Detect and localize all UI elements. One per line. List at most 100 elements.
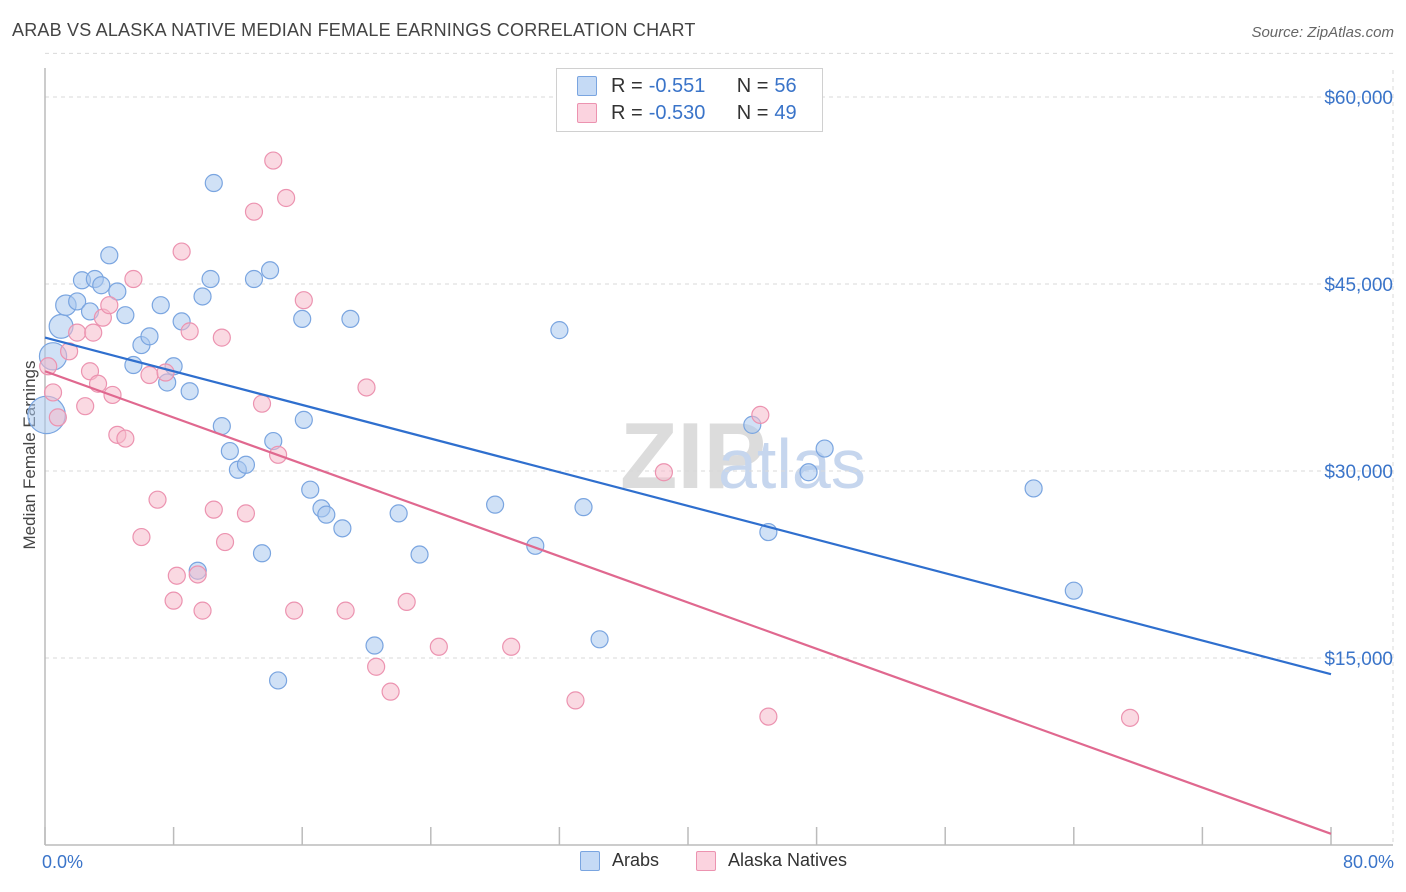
alaska-natives-swatch [577,103,597,123]
legend-row-alaska-natives: R = -0.530 N = 49 [577,100,797,126]
point-arabs [92,276,111,295]
point-alaska-natives [212,328,231,347]
point-alaska-natives [357,378,376,397]
point-alaska-natives [277,188,296,208]
point-arabs [301,480,320,499]
point-alaska-natives [759,707,778,726]
point-alaska-natives [132,527,151,547]
point-alaska-natives [294,291,313,310]
y-tick-label: $60,000 [1324,88,1393,109]
point-alaska-natives [381,682,400,701]
point-alaska-natives [39,357,58,376]
point-alaska-natives [252,394,272,413]
point-arabs [365,636,384,655]
y-tick-label: $45,000 [1324,275,1393,296]
point-alaska-natives [429,637,448,656]
point-alaska-natives [100,296,119,315]
point-arabs [204,173,223,193]
point-arabs [317,505,336,524]
y-tick-label: $30,000 [1324,462,1393,483]
x-tick-label-min: 0.0% [42,852,84,872]
point-alaska-natives [236,504,256,523]
point-arabs [1024,479,1043,498]
y-tick-label: $15,000 [1324,649,1393,670]
n-value: 56 [774,74,797,97]
r-value: -0.530 [648,101,706,124]
point-alaska-natives [164,591,183,610]
series-legend: Arabs Alaska Natives [0,850,1406,878]
n-value: 49 [774,101,797,124]
point-alaska-natives [367,657,386,676]
point-alaska-natives [140,365,159,385]
legend-label-arabs: Arabs [612,850,660,870]
point-alaska-natives [84,323,103,342]
point-alaska-natives [215,532,235,552]
point-arabs [244,269,264,289]
point-arabs [68,292,87,311]
legend-label-alaska-natives: Alaska Natives [728,850,848,870]
x-tick-label-max: 80.0% [1342,852,1394,872]
point-alaska-natives [244,202,264,221]
point-arabs [260,261,280,280]
point-arabs [389,504,408,523]
point-alaska-natives [43,383,63,402]
y-tick-labels: $15,000 $30,000 $45,000 $60,000 [1324,88,1393,670]
point-arabs [116,306,135,325]
point-alaska-natives [285,601,304,620]
point-alaska-natives [116,429,135,448]
point-arabs [100,246,119,265]
point-alaska-natives [566,691,585,710]
point-arabs [236,455,256,474]
r-label: R = [611,101,643,124]
point-alaska-natives [654,463,673,482]
watermark-atlas: atlas [718,425,866,503]
watermark-zip: ZIP [620,403,766,508]
point-alaska-natives [124,269,143,289]
point-arabs [333,519,352,538]
point-arabs [201,269,220,289]
point-alaska-natives [188,565,207,584]
trend-line-alaska-natives [44,370,1332,835]
point-arabs [108,282,127,301]
point-alaska-natives [1120,708,1140,727]
correlation-legend: R = -0.551 N = 56 R = -0.530 N = 49 [556,68,823,132]
point-arabs [815,439,834,458]
point-arabs [268,671,288,690]
legend-item-alaska-natives[interactable]: Alaska Natives [696,850,847,871]
arabs-swatch [577,76,597,96]
point-alaska-natives [204,500,223,519]
point-alaska-natives [502,637,521,656]
point-arabs [341,309,360,329]
point-arabs [1064,581,1083,600]
r-value: -0.551 [648,74,706,97]
point-arabs [140,327,159,346]
source-credit: Source: ZipAtlas.com [1251,24,1394,41]
point-arabs [293,309,312,329]
point-alaska-natives [180,322,199,341]
legend-item-arabs[interactable]: Arabs [580,850,659,871]
trend-line-arabs [44,336,1332,676]
point-alaska-natives [48,408,67,427]
alaska-natives-swatch [696,850,716,871]
point-arabs [220,441,239,461]
point-alaska-natives [397,592,416,612]
point-alaska-natives [167,566,186,585]
legend-row-arabs: R = -0.551 N = 56 [577,73,797,99]
chart-title: ARAB VS ALASKA NATIVE MEDIAN FEMALE EARN… [12,20,696,40]
point-arabs [799,463,818,482]
r-label: R = [611,74,643,97]
point-alaska-natives [751,405,770,424]
point-alaska-natives [76,397,95,416]
point-arabs [193,287,212,306]
arabs-swatch [580,850,600,871]
point-alaska-natives [193,601,212,620]
point-alaska-natives [172,242,191,261]
point-arabs [180,382,199,401]
point-arabs [550,321,569,340]
trend-lines [44,336,1332,835]
point-arabs [590,630,609,649]
point-alaska-natives [336,601,355,620]
point-arabs [294,410,313,429]
point-arabs [486,495,505,514]
